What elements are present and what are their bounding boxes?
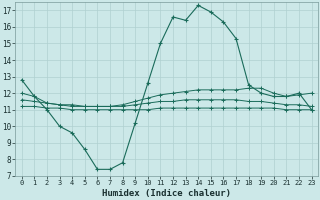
X-axis label: Humidex (Indice chaleur): Humidex (Indice chaleur) [102, 189, 231, 198]
